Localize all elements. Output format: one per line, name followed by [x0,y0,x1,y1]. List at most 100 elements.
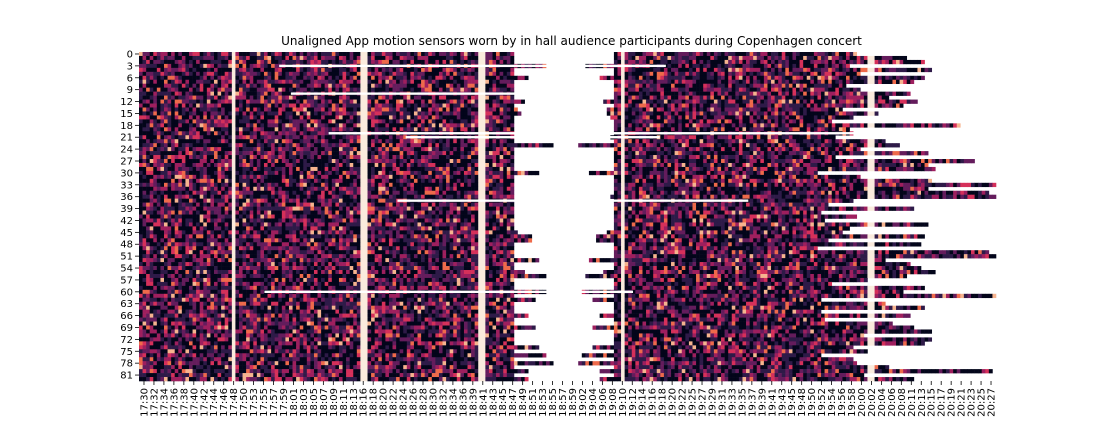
x-tick-label: 17:32 [149,388,160,417]
x-tick-label: 18:11 [339,388,350,417]
x-tick-label: 18:34 [448,388,459,417]
x-tick-label: 19:02 [578,388,589,417]
y-tick-label: 30 [120,168,133,179]
x-tick-label: 17:38 [179,388,190,417]
x-tick-label: 19:08 [608,388,619,417]
x-tick-label: 20:06 [887,388,898,417]
x-tick-label: 18:18 [369,388,380,417]
x-tick-label: 19:48 [797,388,808,417]
x-tick-label: 17:57 [269,388,280,417]
y-tick-label: 15 [120,109,133,120]
x-tick-label: 18:45 [498,388,509,417]
y-tick-label: 72 [120,335,133,346]
x-tick-label: 19:41 [767,388,778,417]
x-tick-label: 20:21 [957,388,968,417]
x-tick-label: 19:27 [698,388,709,417]
chart-title: Unaligned App motion sensors worn by in … [281,34,862,48]
y-tick-label: 54 [120,264,133,275]
y-tick-label: 3 [127,61,133,72]
x-tick-label: 20:23 [967,388,978,417]
y-tick-label: 24 [120,145,133,156]
y-tick-label: 51 [120,252,133,263]
x-tick-label: 19:52 [817,388,828,417]
x-tick-label: 19:39 [757,388,768,417]
x-tick-label: 18:53 [538,388,549,417]
x-tick-label: 20:08 [897,388,908,417]
x-tick-label: 20:04 [877,388,888,417]
x-tick-label: 18:28 [419,388,430,417]
x-tick-label: 17:34 [159,388,170,417]
x-tick-label: 20:27 [987,388,998,417]
x-tick-label: 17:50 [239,388,250,417]
x-tick-label: 17:46 [219,388,230,417]
x-tick-label: 19:37 [747,388,758,417]
x-tick-label: 18:26 [409,388,420,417]
x-tick-label: 19:06 [598,388,609,417]
y-tick-label: 21 [120,133,133,144]
y-tick-label: 66 [120,311,133,322]
y-tick-label: 39 [120,204,133,215]
x-tick-label: 18:09 [329,388,340,417]
x-tick-label: 17:36 [169,388,180,417]
x-tick-label: 18:36 [458,388,469,417]
x-tick-label: 19:58 [847,388,858,417]
x-tick-label: 18:59 [568,388,579,417]
y-tick-label: 6 [127,73,133,84]
heatmap-cells [139,52,997,382]
x-tick-label: 18:03 [299,388,310,417]
x-tick-label: 19:31 [717,388,728,417]
x-tick-label: 18:49 [518,388,529,417]
y-tick-label: 45 [120,228,133,239]
x-tick-label: 18:24 [399,388,410,417]
y-tick-label: 33 [120,180,133,191]
x-tick-label: 19:04 [588,388,599,417]
x-tick-label: 20:02 [867,388,878,417]
x-tick-label: 18:05 [309,388,320,417]
x-tick-label: 19:20 [668,388,679,417]
y-tick-label: 27 [120,157,133,168]
x-tick-label: 19:33 [727,388,738,417]
x-tick-label: 18:41 [478,388,489,417]
x-tick-label: 18:22 [389,388,400,417]
x-tick-label: 17:30 [139,388,150,417]
y-tick-label: 36 [120,192,133,203]
x-tick-label: 19:12 [628,388,639,417]
x-tick-label: 17:48 [229,388,240,417]
x-tick-label: 19:22 [678,388,689,417]
x-tick-label: 19:14 [638,388,649,417]
x-tick-label: 17:42 [199,388,210,417]
y-tick-label: 57 [120,275,133,286]
x-tick-label: 20:19 [947,388,958,417]
x-tick-label: 17:44 [209,388,220,417]
y-tick-label: 42 [120,216,133,227]
x-tick-label: 18:20 [379,388,390,417]
x-tick-label: 19:18 [658,388,669,417]
y-tick-label: 60 [120,287,133,298]
x-tick-label: 18:13 [349,388,360,417]
x-tick-label: 19:25 [688,388,699,417]
y-tick-label: 69 [120,323,133,334]
x-tick-label: 18:57 [558,388,569,417]
y-tick-label: 78 [120,359,133,370]
x-tick-label: 18:47 [508,388,519,417]
x-tick-label: 19:56 [837,388,848,417]
y-tick-label: 63 [120,299,133,310]
x-tick-label: 17:53 [249,388,260,417]
x-tick-label: 17:40 [189,388,200,417]
x-tick-label: 18:01 [289,388,300,417]
x-tick-label: 18:43 [488,388,499,417]
y-tick-label: 0 [127,49,133,60]
y-tick-label: 9 [127,85,133,96]
x-tick-label: 19:54 [827,388,838,417]
x-tick-label: 18:55 [548,388,559,417]
x-tick-label: 20:13 [917,388,928,417]
x-tick-label: 17:59 [279,388,290,417]
x-tick-label: 20:00 [857,388,868,417]
x-tick-label: 18:16 [359,388,370,417]
x-tick-label: 19:45 [787,388,798,417]
x-tick-label: 17:55 [259,388,270,417]
x-tick-label: 19:50 [807,388,818,417]
y-tick-label: 75 [120,347,133,358]
